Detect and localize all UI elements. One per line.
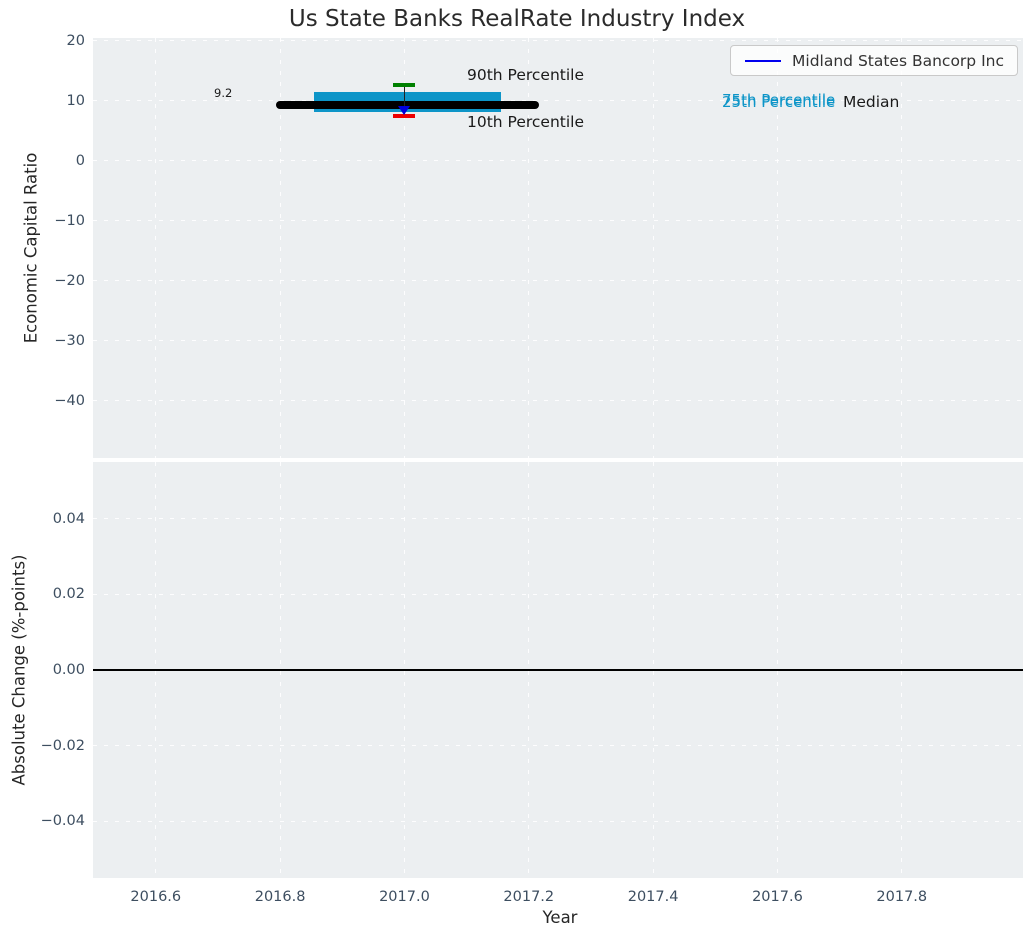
index-value-annotation: 9.2 [214, 86, 233, 100]
x-tick-label: 2017.8 [876, 889, 928, 905]
x-gridline [279, 38, 281, 458]
x-gridline [652, 38, 654, 458]
top-y-tick-label: −20 [54, 272, 85, 289]
y-gridline [93, 220, 1023, 222]
x-gridline [155, 38, 157, 458]
whisker-line [403, 84, 406, 117]
p90-cap [393, 83, 416, 87]
bottom-plot-area [93, 462, 1023, 878]
x-tick-label: 2017.0 [379, 889, 430, 905]
x-gridline [528, 38, 530, 458]
legend: Midland States Bancorp Inc [730, 45, 1018, 76]
y-gridline [93, 820, 1023, 822]
x-tick-label: 2016.6 [130, 889, 182, 905]
chart-title: Us State Banks RealRate Industry Index [288, 6, 746, 32]
p10-percentile-label: 10th Percentile [467, 113, 585, 131]
company-marker-triangle [397, 105, 410, 115]
y-gridline [93, 593, 1023, 595]
x-tick-label: 2016.8 [254, 889, 306, 905]
top-y-tick-label: 10 [66, 92, 85, 109]
x-gridline [776, 38, 778, 458]
x-gridline [403, 38, 405, 458]
top-y-tick-label: 20 [66, 32, 85, 49]
legend-line-sample [745, 59, 782, 62]
x-tick-label: 2017.2 [503, 889, 555, 905]
y-gridline [93, 745, 1023, 747]
y-gridline [93, 400, 1023, 402]
y-gridline [93, 100, 1023, 102]
top-y-tick-label: −40 [54, 392, 85, 409]
p25-percentile-label: 25th Percentile [722, 93, 836, 111]
top-plot-area [93, 38, 1023, 458]
top-y-tick-label: −30 [54, 332, 85, 349]
x-tick-label: 2017.4 [627, 889, 679, 905]
median-label: Median [843, 93, 900, 111]
p90-percentile-label: 90th Percentile [467, 66, 585, 84]
x-tick-label: 2017.6 [752, 889, 803, 905]
y-gridline [93, 518, 1023, 520]
top-y-tick-label: 0 [75, 152, 85, 169]
p75-percentile-label: 75th Percentile [722, 91, 836, 109]
p10-cap [393, 114, 416, 118]
bottom-y-tick-label: −0.02 [40, 737, 85, 754]
y-gridline [93, 160, 1023, 162]
index-median-line [276, 101, 539, 110]
top-y-axis-label: Economic Capital Ratio [21, 152, 41, 344]
bottom-y-tick-label: 0.04 [52, 510, 85, 527]
y-gridline [93, 280, 1023, 282]
legend-label: Midland States Bancorp Inc [792, 51, 1004, 70]
top-y-tick-label: −10 [54, 212, 85, 229]
bottom-y-tick-label: 0.02 [52, 586, 85, 603]
zero-change-line [93, 669, 1023, 671]
x-axis-label: Year [542, 908, 578, 927]
bottom-y-tick-label: −0.04 [40, 813, 85, 830]
x-gridline [901, 38, 903, 458]
y-gridline [93, 40, 1023, 42]
bottom-y-tick-label: 0.00 [52, 662, 85, 678]
y-gridline [93, 340, 1023, 342]
